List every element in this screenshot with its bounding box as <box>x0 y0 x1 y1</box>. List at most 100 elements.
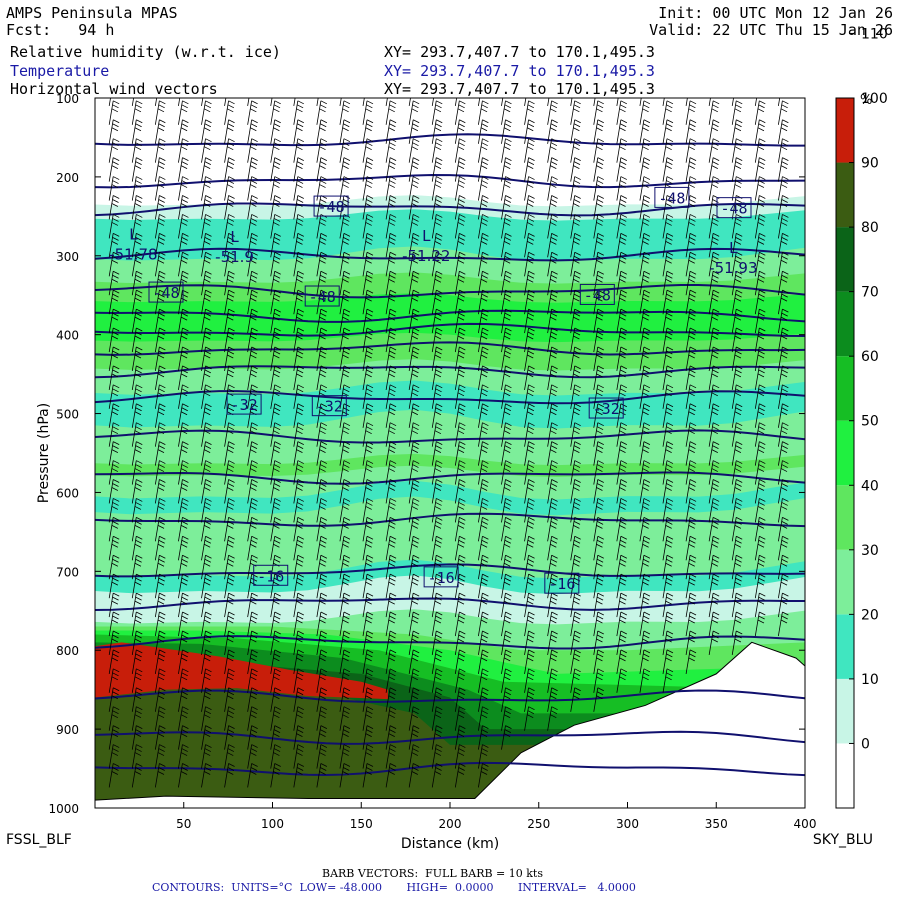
wind-barb <box>708 384 720 409</box>
y-tick-label: 600 <box>56 486 79 500</box>
wind-barb <box>385 251 397 277</box>
wind-barb <box>270 554 281 580</box>
wind-barb <box>639 479 651 504</box>
wind-barb <box>570 687 581 712</box>
wind-barb <box>224 195 235 220</box>
wind-barb <box>524 706 535 731</box>
wind-barb <box>131 573 143 599</box>
wind-barb <box>247 668 258 693</box>
wind-barb <box>362 687 374 712</box>
wind-barb <box>662 346 674 372</box>
wind-barb <box>593 441 604 466</box>
wind-barb <box>524 535 535 561</box>
wind-barb <box>201 119 212 144</box>
wind-barb <box>685 327 697 353</box>
wind-barb <box>731 100 743 125</box>
wind-barb <box>339 668 351 693</box>
wind-barb <box>777 516 789 542</box>
wind-barb <box>616 365 628 390</box>
wind-barb <box>408 346 420 372</box>
wind-barb <box>154 668 166 693</box>
colorbar-frame <box>835 97 855 809</box>
wind-barb <box>616 119 628 144</box>
wind-barb <box>616 384 628 409</box>
wind-barb <box>616 346 628 372</box>
wind-barb <box>247 365 258 390</box>
wind-barb <box>639 460 651 485</box>
wind-barb <box>524 100 535 125</box>
contour-label: -48 <box>720 200 747 218</box>
wind-barb <box>478 214 489 239</box>
wind-barb <box>108 441 120 466</box>
wind-barb <box>524 668 535 693</box>
wind-barb <box>570 516 581 542</box>
wind-barb <box>570 668 581 693</box>
wind-barb <box>593 516 604 542</box>
colorbar-bin <box>836 98 854 163</box>
wind-barb <box>662 365 674 390</box>
wind-barb <box>570 157 581 182</box>
wind-barb <box>501 649 512 674</box>
colorbar-tick-label: 10 <box>861 672 879 688</box>
wind-barb <box>616 98 619 106</box>
wind-barb <box>454 441 466 466</box>
wind-barb <box>201 763 212 788</box>
wind-barb <box>247 251 258 277</box>
wind-barb <box>754 441 766 466</box>
wind-barb <box>547 479 558 504</box>
wind-barb <box>408 138 420 163</box>
wind-barb <box>178 176 189 201</box>
wind-barb <box>293 687 304 712</box>
wind-barb <box>754 516 766 542</box>
wind-barb <box>754 611 766 637</box>
wind-barb <box>178 498 189 523</box>
wind-barb <box>178 327 189 353</box>
init-time: Init: 00 UTC Mon 12 Jan 26 <box>658 4 893 22</box>
wind-barb <box>154 611 166 637</box>
wind-barb <box>201 630 212 656</box>
wind-barb <box>408 554 420 580</box>
wind-barb <box>524 98 527 106</box>
wind-barb <box>777 98 781 106</box>
wind-barb <box>224 119 235 144</box>
wind-barb <box>777 460 789 485</box>
wind-barb <box>524 214 535 239</box>
wind-barb <box>570 384 581 409</box>
y-tick-label: 1000 <box>48 802 79 816</box>
wind-barb <box>339 706 351 731</box>
wind-barb <box>708 327 720 353</box>
wind-barb <box>108 687 120 712</box>
wind-barb <box>570 479 581 504</box>
wind-barb <box>708 98 711 106</box>
wind-barb <box>178 706 189 731</box>
wind-barb <box>316 327 328 353</box>
wind-barb <box>362 725 374 750</box>
wind-barb <box>178 100 189 125</box>
temperature-contour <box>95 730 805 745</box>
wind-barb <box>570 251 581 277</box>
wind-barb <box>478 573 489 599</box>
wind-barb <box>616 100 628 125</box>
wind-barb <box>247 592 258 618</box>
wind-barb <box>685 232 697 258</box>
wind-barb <box>201 308 212 334</box>
wind-barb <box>478 327 489 353</box>
wind-barb <box>247 346 258 372</box>
wind-barb <box>316 346 328 372</box>
contour-label-box <box>716 197 752 219</box>
wind-barb <box>154 554 166 580</box>
colorbar-bin <box>836 291 854 357</box>
wind-barb <box>593 138 604 163</box>
wind-barb <box>616 138 628 163</box>
forecast-label-text: Fcst: <box>6 21 52 39</box>
wind-barb <box>224 138 235 163</box>
wind-barb <box>731 611 743 637</box>
wind-barb <box>708 365 720 390</box>
wind-barb <box>431 157 443 182</box>
wind-barb <box>339 649 351 674</box>
wind-barb <box>293 384 304 409</box>
wind-barb <box>478 346 489 372</box>
wind-barb <box>478 725 489 750</box>
wind-barb <box>616 308 628 334</box>
wind-barb <box>385 346 397 372</box>
